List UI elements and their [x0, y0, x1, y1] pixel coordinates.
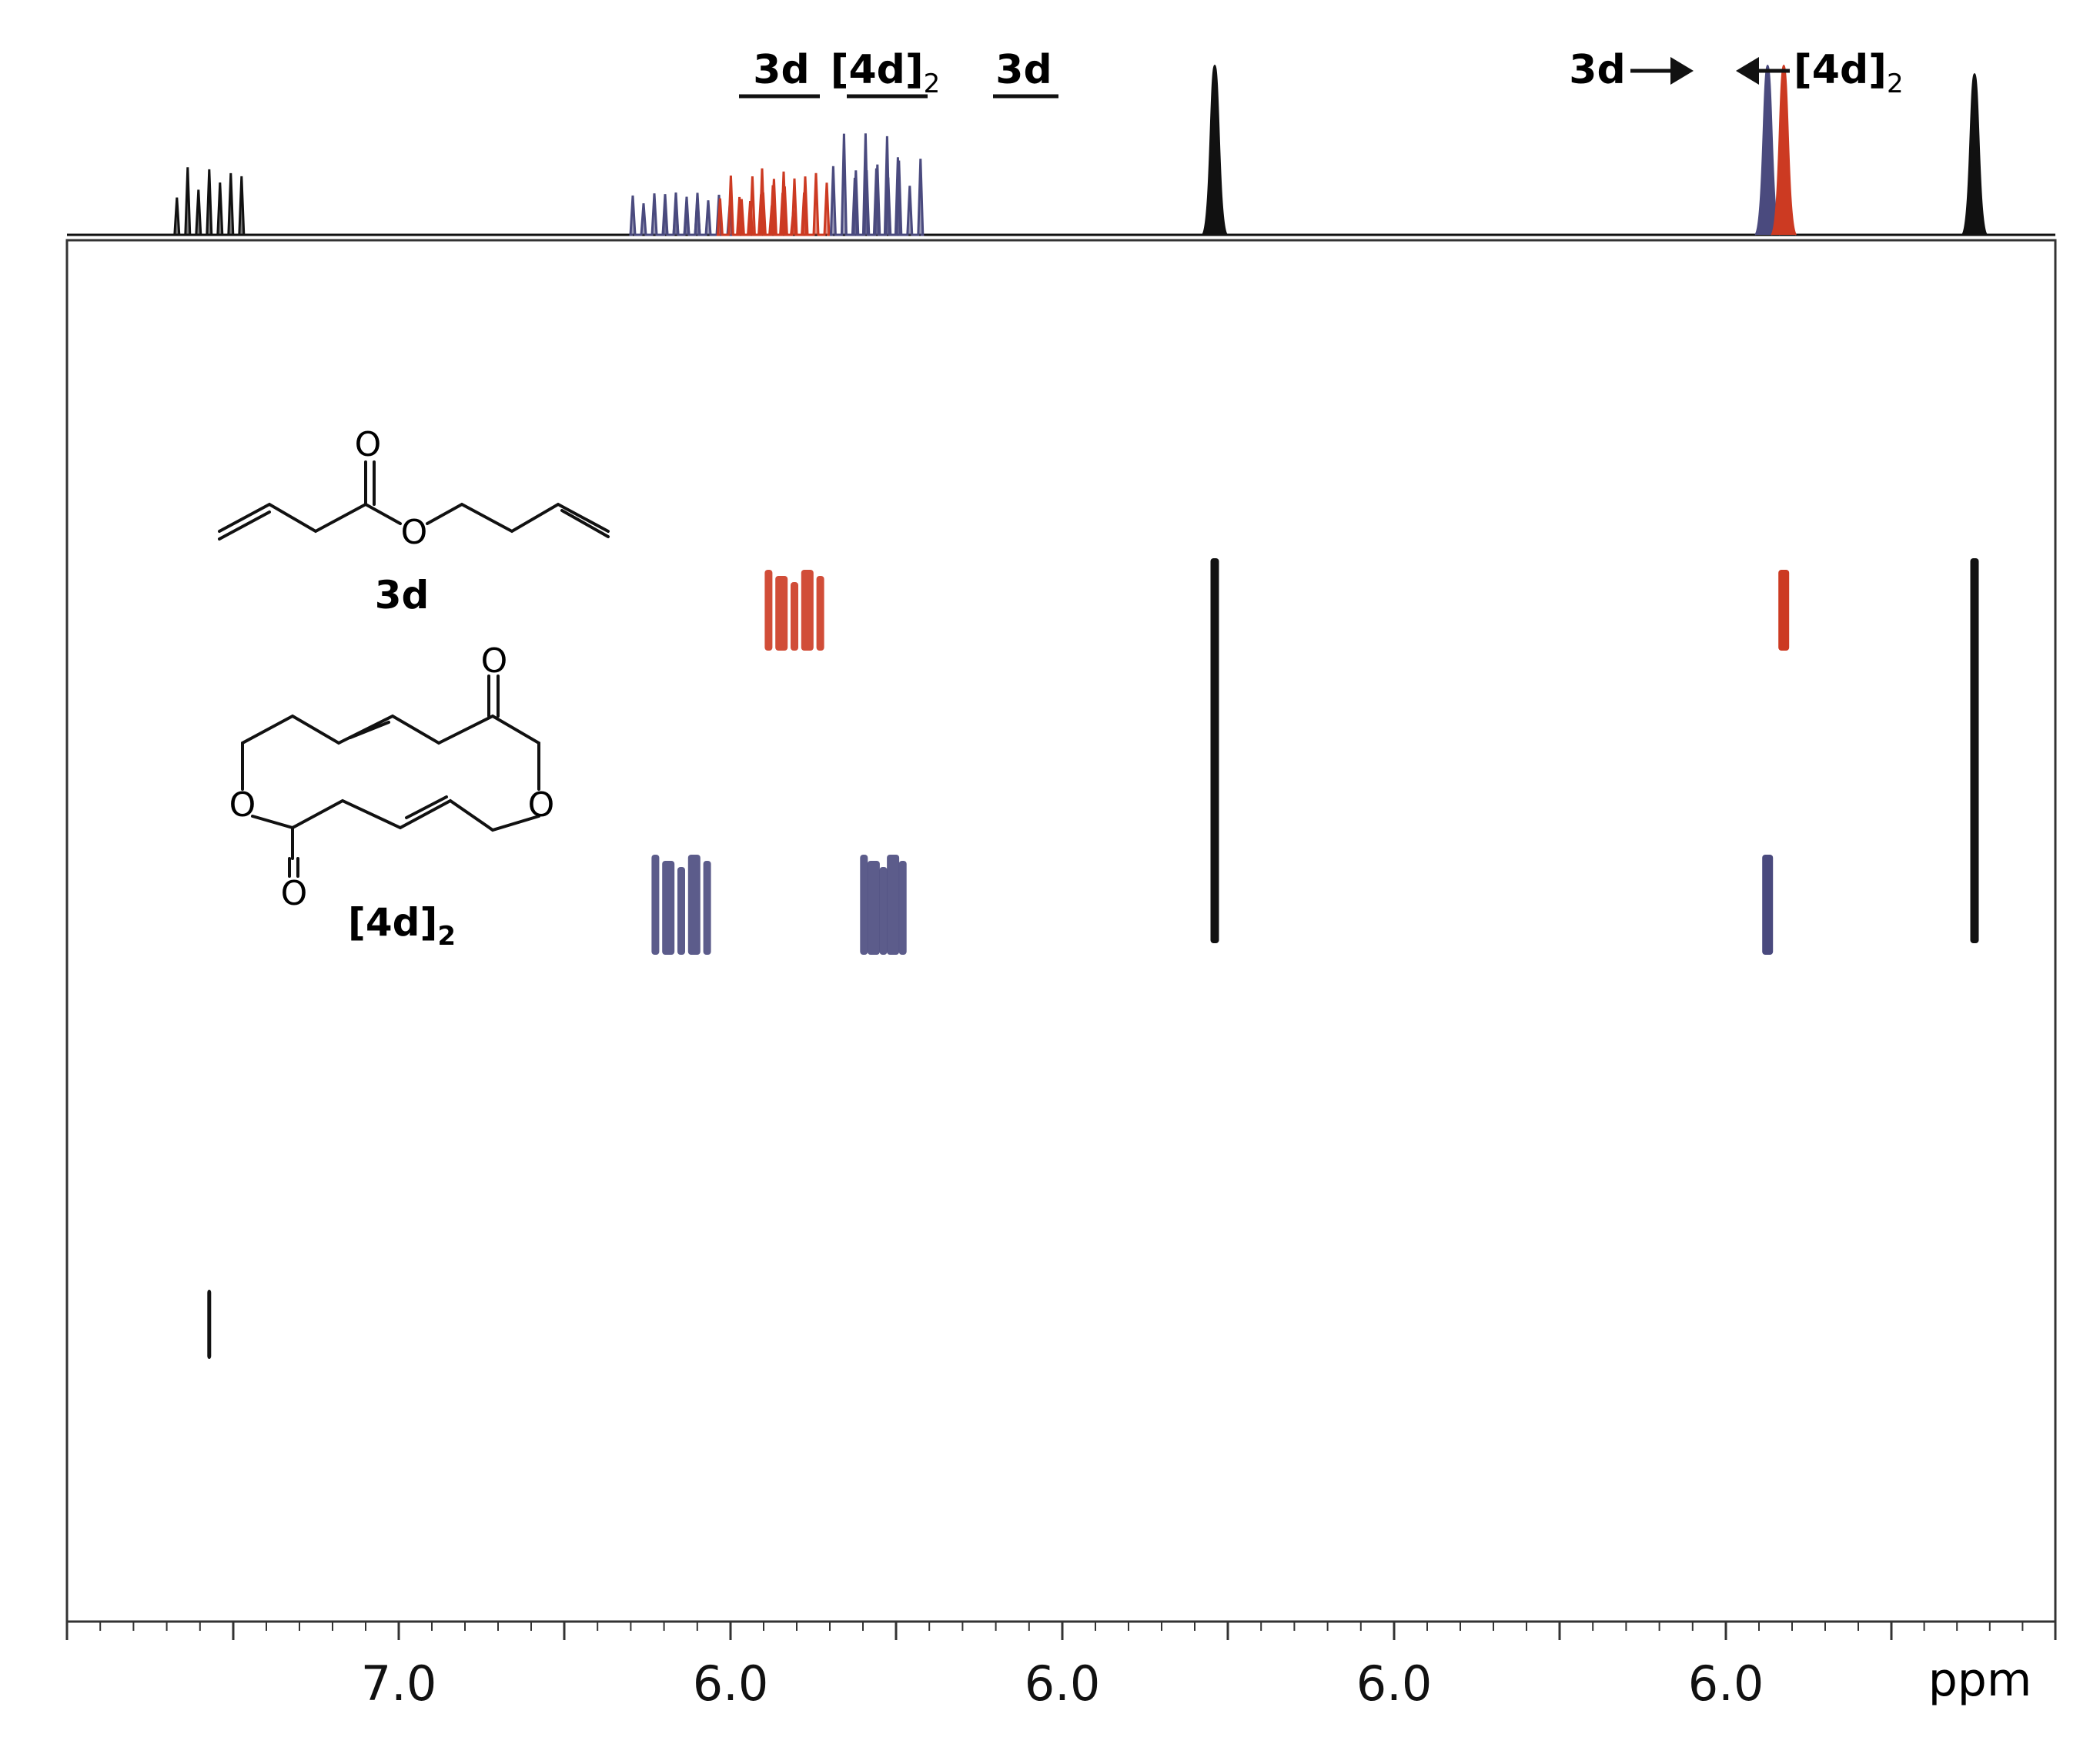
cross-peak-0-1 [775, 576, 788, 651]
structure-4d2-label-main: [4d] [348, 900, 437, 945]
label-4d2-arrow-sub: 2 [1887, 69, 1904, 99]
projection-peak-5 [758, 168, 831, 236]
structure-4d2-o-left: O [229, 785, 256, 825]
cross-peak-0-3 [801, 570, 814, 651]
x-axis: 7.0 6.0 6.0 6.0 6.0 [65, 1622, 2057, 1712]
projection-spectrum [67, 64, 2055, 236]
top-labels: 3d [4d]2 3d 3d [4d]2 [739, 47, 1904, 99]
cross-peaks [207, 558, 1979, 1359]
label-3d-arrow: 3d [1569, 47, 1625, 93]
cross-peak-1-2 [677, 867, 685, 955]
structure-4d2-o-top: O [481, 641, 508, 681]
cross-peak-7 [207, 1290, 212, 1359]
label-4d2-group: [4d]2 [831, 47, 941, 99]
projection-peak-7 [852, 159, 925, 236]
cross-peak-1-4 [703, 861, 711, 955]
cross-peak-2-0 [860, 855, 868, 955]
arrow-left-icon [1736, 57, 1790, 85]
structure-4d2-o-bottom: O [281, 874, 308, 913]
x-tick-label-3: 6.0 [1356, 1655, 1433, 1712]
label-3d-group-2: 3d [995, 47, 1052, 93]
cross-peak-1-0 [651, 855, 660, 955]
structure-4d2-o-right: O [528, 785, 555, 825]
x-tick-label-0: 7.0 [361, 1655, 437, 1712]
label-4d2-arrow-main: [4d] [1794, 47, 1887, 93]
structure-4d2 [241, 674, 540, 878]
label-3d-group-1: 3d [753, 47, 809, 93]
projection-peak-9 [1754, 64, 1781, 236]
cross-peak-1-3 [687, 855, 701, 955]
structure-3d-carbonyl-o: O [355, 425, 382, 464]
projection-peak-8 [1202, 64, 1228, 236]
x-axis-unit-label: ppm [1928, 1653, 2032, 1707]
x-tick-label-2: 6.0 [1025, 1655, 1101, 1712]
cross-peak-3 [1210, 558, 1219, 943]
projection-peak-11 [1961, 72, 1988, 236]
x-tick-label-4: 6.0 [1688, 1655, 1764, 1712]
label-4d2-arrow: [4d]2 [1794, 47, 1904, 99]
x-tick-label-1: 6.0 [693, 1655, 769, 1712]
structure-3d-ester-o: O [401, 513, 428, 552]
cross-peak-6 [1970, 558, 1979, 943]
cross-peak-1-1 [662, 861, 675, 955]
label-4d2-group-sub: 2 [924, 69, 941, 99]
projection-peak-10 [1771, 64, 1797, 236]
cross-peak-2-3 [887, 855, 900, 955]
cross-peak-4 [1778, 570, 1790, 651]
cross-peak-0-4 [816, 576, 824, 651]
cross-peak-0-2 [791, 582, 798, 651]
structure-4d2-label: [4d]2 [348, 900, 456, 952]
structure-3d-label: 3d [375, 573, 430, 618]
cross-peak-2-1 [867, 861, 880, 955]
structure-3d [218, 460, 610, 541]
cross-peak-0-0 [764, 570, 773, 651]
label-4d2-group-main: [4d] [831, 47, 924, 93]
cross-peak-5 [1762, 855, 1774, 955]
projection-peak-0 [173, 167, 246, 236]
cross-peak-2-2 [879, 867, 888, 955]
arrow-right-icon [1630, 57, 1694, 85]
structure-4d2-label-sub: 2 [437, 921, 456, 952]
cross-peak-2-4 [898, 861, 907, 955]
